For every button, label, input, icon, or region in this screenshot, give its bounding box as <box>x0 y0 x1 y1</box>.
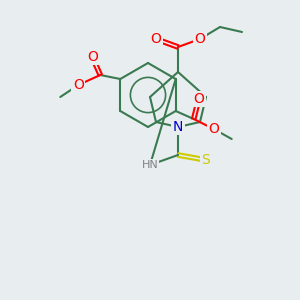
Text: HN: HN <box>142 160 158 170</box>
Text: O: O <box>193 92 204 106</box>
Text: O: O <box>195 32 206 46</box>
Text: O: O <box>208 122 219 136</box>
Text: N: N <box>173 120 183 134</box>
Text: O: O <box>73 78 84 92</box>
Text: S: S <box>202 153 210 167</box>
Text: O: O <box>151 32 161 46</box>
Text: O: O <box>87 50 98 64</box>
